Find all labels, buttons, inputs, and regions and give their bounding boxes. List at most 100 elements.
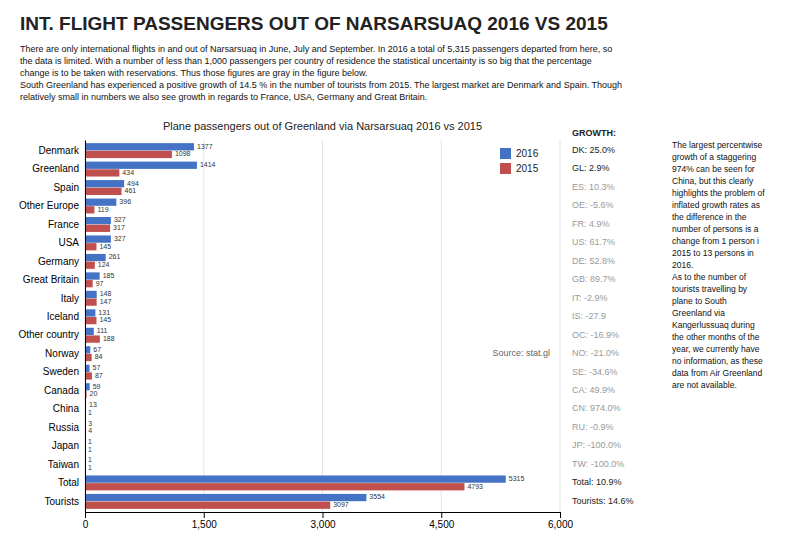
y-tick-label: Denmark	[38, 145, 80, 156]
y-tick-label: Canada	[44, 385, 79, 396]
data-label: 13	[89, 401, 97, 408]
y-tick: Canada	[44, 385, 85, 396]
x-tick-label: 6,000	[548, 519, 573, 530]
data-label: 1	[88, 438, 92, 445]
bar	[85, 217, 111, 224]
x-tick: 0	[83, 512, 89, 530]
note-line: The largest percentwise	[672, 140, 763, 150]
y-tick: USA	[58, 237, 85, 248]
bar	[85, 317, 96, 324]
data-label: 3097	[333, 501, 349, 508]
bar	[85, 280, 93, 287]
y-tick-label: Germany	[38, 256, 79, 267]
chart: INT. FLIGHT PASSENGERS OUT OF NARSARSUAQ…	[0, 0, 810, 540]
y-tick: Tourists	[45, 496, 85, 507]
bar	[85, 335, 100, 342]
x-tick-label: 4,500	[429, 519, 454, 530]
note-line: China, but this clearly	[672, 176, 754, 186]
data-label: 147	[100, 298, 112, 305]
bar	[85, 225, 110, 232]
data-label: 84	[95, 353, 103, 360]
note-line: are not available.	[672, 380, 737, 390]
legend-label: 2016	[516, 148, 539, 159]
x-tick: 6,000	[548, 512, 573, 530]
note-line: tourists travelling by	[672, 284, 748, 294]
y-axis-line	[85, 141, 86, 513]
plot-title: Plane passengers out of Greenland via Na…	[163, 120, 482, 132]
y-tick-label: Italy	[61, 293, 79, 304]
bar	[85, 180, 124, 187]
data-label: 396	[119, 198, 131, 205]
data-label: 5315	[509, 475, 525, 482]
note-line: 974% can be seen for	[672, 164, 755, 174]
growth-label: Tourists: 14.6%	[572, 496, 634, 506]
notes: The largest percentwisegrowth of a stagg…	[672, 140, 765, 390]
x-axis: 0 1,500 3,000 4,500 6,000	[83, 512, 574, 530]
y-tick-label: Greenland	[32, 163, 79, 174]
growth-title: GROWTH:	[572, 128, 616, 138]
data-label: 1	[88, 409, 92, 416]
growth-label: OE: -5.6%	[572, 200, 614, 210]
note-line: 2015 to 13 persons in	[672, 248, 754, 258]
data-label: 327	[114, 216, 126, 223]
y-tick: Other Europe	[19, 200, 85, 211]
data-label: 4	[88, 427, 92, 434]
legend-swatch	[500, 163, 511, 174]
y-tick: Other country	[18, 329, 85, 340]
y-tick-label: Russia	[48, 422, 79, 433]
y-tick: China	[53, 403, 85, 414]
legend: 2016 2015	[500, 148, 539, 174]
growth-label: Total: 10.9%	[572, 477, 622, 487]
data-label: 119	[97, 206, 108, 213]
data-label: 494	[127, 180, 139, 187]
y-tick-label: Total	[58, 477, 79, 488]
subtitle: There are only international flights in …	[20, 44, 622, 102]
grid-line	[203, 140, 204, 512]
data-label: 1	[88, 446, 92, 453]
data-label: 124	[98, 261, 110, 268]
growth: GROWTH:DK: 25.0%GL: 2.9%ES: 10.3%OE: -5.…	[572, 128, 634, 506]
y-tick: Great Britain	[23, 274, 85, 285]
data-label: 1	[88, 456, 92, 463]
data-labels: 1377141449439632732726118514813111167575…	[88, 143, 524, 508]
y-tick: Japan	[52, 440, 85, 451]
bar	[85, 483, 464, 490]
subtitle-line: South Greenland has experienced a positi…	[20, 80, 622, 90]
growth-label: IS: -27.9	[572, 311, 606, 321]
subtitle-line: the data is limited. With a number of le…	[20, 56, 592, 66]
growth-label: TW: -100.0%	[572, 459, 624, 469]
bar	[85, 262, 95, 269]
y-tick: Germany	[38, 256, 85, 267]
bar	[85, 475, 506, 482]
legend-label: 2015	[516, 163, 539, 174]
data-label: 1098	[175, 150, 191, 157]
growth-label: GB: 89.7%	[572, 274, 616, 284]
bar-series	[85, 143, 506, 501]
data-label: 145	[99, 243, 111, 250]
bar	[85, 162, 197, 169]
y-tick-label: Great Britain	[23, 274, 79, 285]
note-line: 2016.	[672, 260, 693, 270]
x-tick-mark	[204, 512, 205, 518]
data-label: 261	[109, 253, 121, 260]
y-tick: Taiwan	[48, 459, 85, 470]
x-tick: 4,500	[429, 512, 454, 530]
growth-label: ES: 10.3%	[572, 182, 615, 192]
bar	[85, 494, 366, 501]
x-tick-label: 1,500	[192, 519, 217, 530]
x-tick-label: 3,000	[310, 519, 335, 530]
data-label: 3	[88, 420, 92, 427]
note-line: the other months of the	[672, 332, 760, 342]
y-tick: Sweden	[43, 366, 85, 377]
note-line: number of persons is a	[672, 224, 759, 234]
data-label: 1414	[200, 161, 216, 168]
y-tick: Denmark	[38, 145, 85, 156]
data-label: 317	[113, 224, 125, 231]
bar	[85, 372, 92, 379]
data-label: 461	[124, 187, 136, 194]
growth-label: DE: 52.8%	[572, 256, 615, 266]
bar	[85, 291, 97, 298]
y-tick-label: Spain	[53, 182, 79, 193]
data-label: 97	[96, 280, 104, 287]
bar	[85, 243, 96, 250]
